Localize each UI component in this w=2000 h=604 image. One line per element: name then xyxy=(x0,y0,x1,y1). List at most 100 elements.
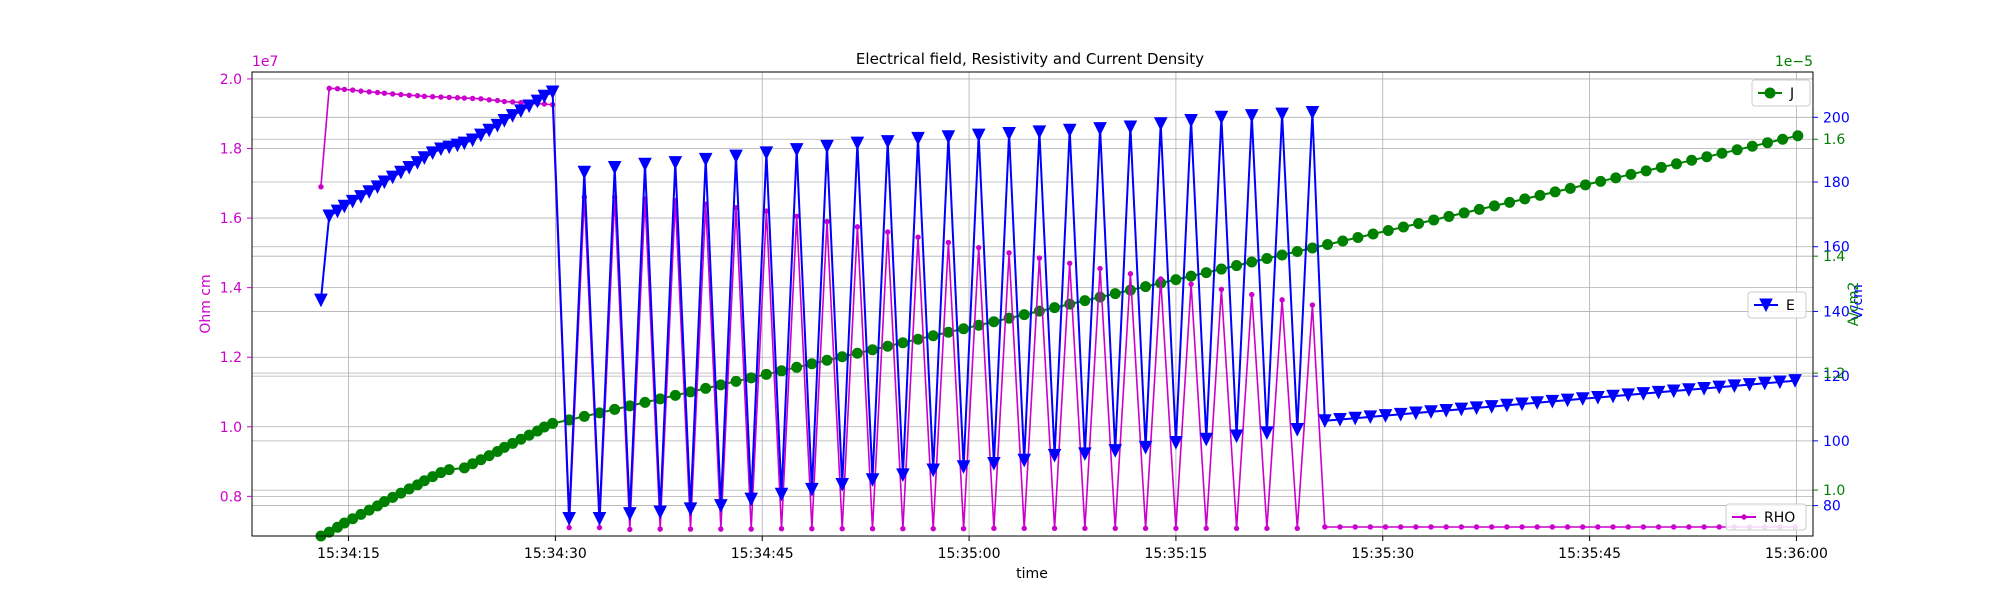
data-point-rho xyxy=(1173,525,1179,532)
data-point-rho xyxy=(869,525,876,532)
data-point-e xyxy=(1469,401,1484,415)
data-point-e xyxy=(714,499,728,513)
y-right-j-tick-label: 1.2 xyxy=(1823,366,1845,382)
data-point-j xyxy=(1140,281,1152,293)
series-rho xyxy=(318,85,1798,533)
data-point-e xyxy=(1047,448,1062,463)
data-point-rho xyxy=(429,93,436,100)
data-point-j xyxy=(1064,298,1076,310)
data-point-rho xyxy=(1488,524,1495,530)
data-point-e xyxy=(1454,402,1469,417)
data-point-e xyxy=(744,492,758,507)
data-point-rho xyxy=(1067,260,1073,267)
data-point-rho xyxy=(1382,524,1389,530)
y-right-e-tick-label: 160 xyxy=(1823,240,1850,256)
legend-label: E xyxy=(1786,298,1795,314)
data-point-j xyxy=(1079,295,1091,307)
legend-layer: RHO E J xyxy=(1725,79,1811,531)
data-point-j xyxy=(1109,288,1121,300)
data-point-j xyxy=(745,372,757,384)
data-point-e xyxy=(1560,393,1575,408)
data-point-rho xyxy=(1158,276,1164,282)
data-point-rho xyxy=(461,95,468,101)
data-point-e xyxy=(345,194,360,209)
legend-label: J xyxy=(1789,86,1794,102)
data-point-j xyxy=(1261,253,1273,265)
data-point-rho xyxy=(1701,524,1707,530)
series-line-rho xyxy=(320,87,1796,530)
data-point-e xyxy=(926,463,941,478)
data-point-j xyxy=(1003,312,1015,324)
data-point-j xyxy=(1610,172,1622,184)
data-point-rho xyxy=(1458,524,1465,530)
data-point-e xyxy=(497,114,512,128)
data-point-e xyxy=(1169,435,1183,450)
data-point-e xyxy=(1757,376,1772,391)
legend-j: J xyxy=(1751,79,1811,107)
data-point-rho xyxy=(809,525,815,532)
data-point-rho xyxy=(1112,525,1118,532)
data-point-rho xyxy=(1671,524,1677,530)
series-e xyxy=(314,85,1802,526)
data-point-j xyxy=(1701,151,1713,163)
data-point-j xyxy=(851,347,863,359)
legend-label: RHO xyxy=(1764,510,1795,526)
data-point-rho xyxy=(1686,524,1692,530)
data-point-rho xyxy=(358,88,364,94)
data-point-rho xyxy=(1549,524,1556,530)
data-point-rho xyxy=(900,525,906,532)
data-point-j xyxy=(1670,158,1682,170)
data-point-j xyxy=(1337,235,1349,247)
data-point-j xyxy=(609,403,621,415)
x-tick-label: 15:35:15 xyxy=(1144,546,1207,562)
data-point-j xyxy=(912,333,924,345)
data-point-e xyxy=(1636,387,1651,401)
data-point-rho xyxy=(1036,255,1043,261)
data-point-rho xyxy=(1097,265,1103,272)
data-point-j xyxy=(730,375,742,387)
data-point-rho xyxy=(1428,524,1434,530)
data-point-e xyxy=(1305,105,1320,120)
data-point-j xyxy=(700,382,712,394)
plot-frame xyxy=(251,71,1814,537)
data-point-e xyxy=(729,149,743,164)
data-point-rho xyxy=(389,91,396,97)
data-point-e xyxy=(394,165,408,180)
data-point-rho xyxy=(657,526,663,532)
data-point-e xyxy=(1591,391,1605,405)
data-point-e xyxy=(514,104,528,118)
data-point-e xyxy=(577,165,592,180)
x-tick-label: 15:35:45 xyxy=(1558,546,1621,562)
data-point-rho xyxy=(930,525,936,532)
data-point-e xyxy=(1697,381,1711,396)
data-point-j xyxy=(1428,214,1440,226)
data-point-j xyxy=(867,344,879,356)
y-right-e-tick-label: 140 xyxy=(1823,304,1850,320)
data-point-e xyxy=(820,139,834,154)
data-point-j xyxy=(806,358,818,370)
data-point-rho xyxy=(414,92,421,99)
data-point-e xyxy=(1078,447,1092,461)
data-point-j xyxy=(1777,133,1789,145)
data-point-rho xyxy=(1249,291,1255,298)
legend-box xyxy=(1725,503,1807,531)
data-point-rho xyxy=(991,525,997,532)
data-point-j xyxy=(1792,130,1804,142)
y-left-tick-label: 1.4 xyxy=(220,281,242,297)
data-point-rho xyxy=(566,524,572,531)
data-point-j xyxy=(942,326,954,338)
data-point-rho xyxy=(381,90,388,96)
data-point-j xyxy=(1276,249,1288,261)
data-point-e xyxy=(1712,380,1727,395)
y-left-axis-label: Ohm cm xyxy=(198,274,214,333)
grid-layer xyxy=(252,72,1813,536)
data-point-e xyxy=(1214,110,1229,125)
data-point-e xyxy=(668,156,683,170)
data-point-j xyxy=(958,323,970,335)
y-right-e-tick-label: 120 xyxy=(1823,369,1850,385)
data-point-e xyxy=(465,133,480,148)
data-point-rho xyxy=(1610,524,1616,530)
data-point-j xyxy=(760,368,772,380)
data-point-j xyxy=(1246,256,1258,268)
y-left-offset-label: 1e7 xyxy=(252,54,278,70)
